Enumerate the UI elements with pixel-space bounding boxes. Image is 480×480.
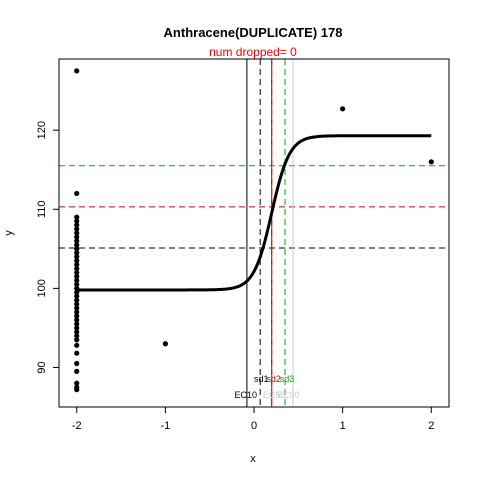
chart-subtitle: num dropped= 0 <box>209 45 297 59</box>
fitted-curve <box>76 134 432 292</box>
data-point <box>74 262 80 268</box>
data-point <box>74 218 80 224</box>
ec-label: EC10 <box>235 390 258 400</box>
data-point <box>74 342 80 348</box>
y-tick-label: 100 <box>36 279 48 297</box>
data-point <box>428 159 434 165</box>
data-point <box>74 190 80 197</box>
data-point <box>74 321 80 327</box>
chart-title: Anthracene(DUPLICATE) 178 <box>164 25 343 40</box>
data-point <box>74 387 80 393</box>
data-point <box>74 222 80 228</box>
data-point <box>74 285 80 291</box>
data-point <box>74 254 80 260</box>
x-tick-label: 2 <box>428 420 434 432</box>
x-tick-label: -2 <box>72 420 82 432</box>
sd-label: sd3 <box>280 374 295 384</box>
plot-clip-group <box>59 59 449 407</box>
data-point <box>74 281 80 288</box>
data-point <box>74 230 80 236</box>
data-point <box>162 341 168 347</box>
y-axis-label: y <box>3 230 15 236</box>
x-axis-label: x <box>250 453 256 465</box>
data-point <box>74 258 80 264</box>
data-point <box>74 305 80 311</box>
data-point <box>74 265 80 272</box>
data-point <box>74 301 80 307</box>
y-tick-label: 110 <box>36 200 48 218</box>
data-point <box>74 293 80 299</box>
data-point <box>74 242 80 248</box>
data-point <box>74 313 80 319</box>
data-point <box>74 360 80 367</box>
data-point <box>74 329 80 335</box>
data-point <box>74 325 80 331</box>
x-tick-label: 0 <box>251 420 257 432</box>
data-point <box>74 273 80 280</box>
ec-label: EC50 <box>263 390 286 400</box>
y-tick-label: 120 <box>36 121 48 139</box>
data-point <box>74 226 80 232</box>
data-point <box>74 269 80 276</box>
data-point <box>74 317 80 323</box>
ec-label: EC90 <box>277 390 300 400</box>
y-tick-label: 90 <box>36 361 48 373</box>
x-tick-label: -1 <box>160 420 170 432</box>
plot-frame <box>58 58 450 408</box>
data-point <box>74 350 80 356</box>
data-point <box>74 234 80 240</box>
data-point <box>340 106 346 112</box>
data-point <box>74 309 80 315</box>
sd-label: sd1 <box>254 374 269 384</box>
data-point <box>74 380 80 386</box>
data-point <box>74 214 80 220</box>
data-point <box>74 333 80 339</box>
data-point <box>74 368 80 375</box>
data-point <box>74 337 80 343</box>
sd-label: sd2 <box>266 374 281 384</box>
data-point <box>74 289 80 295</box>
data-point <box>74 246 80 252</box>
data-point <box>74 297 80 303</box>
data-point <box>74 250 80 256</box>
data-point <box>74 277 80 284</box>
data-point <box>74 238 80 244</box>
data-point <box>74 68 80 74</box>
x-tick-label: 1 <box>340 420 346 432</box>
